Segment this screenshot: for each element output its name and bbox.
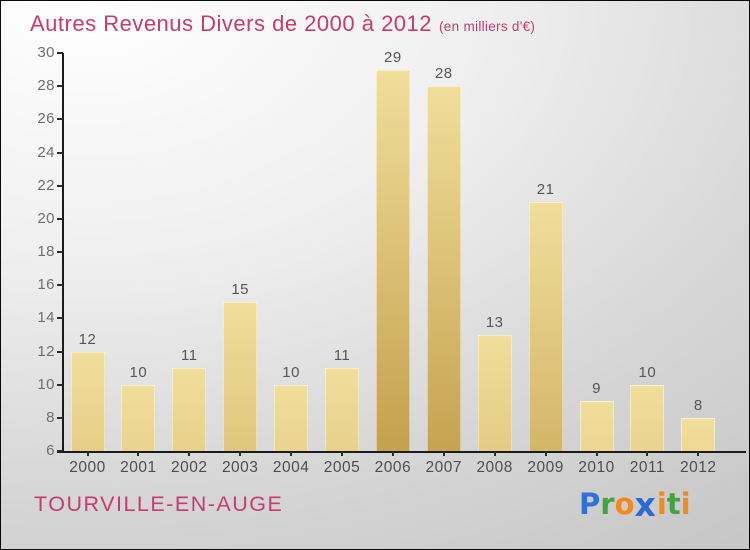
x-tick	[544, 451, 547, 456]
logo-letter-r-1: r	[600, 487, 615, 521]
y-tick	[57, 184, 63, 187]
x-tick-label-2009: 2009	[527, 459, 564, 476]
y-tick	[57, 284, 63, 287]
logo-letter-t-5: t	[666, 487, 681, 521]
y-tick-label: 8	[46, 408, 55, 426]
x-tick-label-2007: 2007	[425, 459, 463, 476]
x-axis	[57, 451, 746, 453]
y-tick	[57, 52, 63, 54]
logo-letter-i-4: i	[656, 487, 667, 521]
x-tick	[697, 451, 700, 456]
bar-2010	[579, 401, 614, 451]
bar-value-2011: 10	[638, 363, 657, 381]
y-tick-label: 14	[37, 309, 55, 327]
x-tick	[86, 451, 89, 456]
y-tick	[57, 450, 63, 452]
x-tick	[239, 451, 242, 456]
y-tick	[57, 118, 63, 121]
bar-2009	[528, 202, 563, 451]
y-axis	[62, 53, 64, 453]
y-tick-label: 26	[37, 110, 55, 128]
y-tick	[57, 383, 63, 386]
logo-letter-o-2: o	[614, 487, 635, 521]
bar-2000	[70, 351, 105, 451]
y-tick-label: 22	[37, 176, 55, 194]
bar-value-2006: 29	[384, 48, 402, 66]
x-tick	[341, 451, 343, 456]
x-tick	[493, 451, 496, 456]
y-tick	[57, 251, 63, 253]
x-tick-label-2002: 2002	[171, 459, 208, 476]
bar-value-2012: 8	[693, 396, 703, 414]
logo-letter-i-6: i	[680, 487, 691, 521]
bar-2001	[121, 384, 156, 451]
x-tick-label-2011: 2011	[629, 459, 666, 476]
commune-name: TOURVILLE-EN-AUGE	[34, 492, 284, 516]
logo-letter-x-3: x	[634, 485, 657, 524]
x-tick	[442, 451, 445, 456]
y-tick-label: 18	[37, 243, 55, 260]
y-tick	[57, 317, 63, 320]
y-tick-label: 16	[37, 276, 55, 294]
bar-value-2005: 11	[333, 347, 351, 365]
bar-value-2002: 11	[181, 347, 198, 365]
bar-value-2008: 13	[485, 313, 504, 331]
y-tick	[57, 151, 63, 154]
bar-value-2000: 12	[78, 330, 97, 348]
y-tick	[57, 350, 63, 353]
bar-2006	[375, 69, 410, 451]
y-tick	[57, 85, 63, 88]
bar-2008	[477, 334, 512, 451]
y-tick-label: 28	[37, 77, 55, 95]
bar-2003	[223, 301, 258, 451]
x-tick-label-2000: 2000	[69, 459, 106, 476]
bar-2011	[630, 384, 665, 451]
y-tick-label: 6	[46, 442, 55, 459]
y-tick-label: 12	[37, 342, 55, 360]
y-tick-label: 24	[37, 143, 55, 161]
bar-2005	[325, 368, 359, 451]
x-tick-label-2001: 2001	[120, 459, 157, 476]
logo-letter-P-0: P	[579, 487, 601, 521]
x-tick-label-2006: 2006	[374, 459, 412, 476]
bar-2007	[426, 86, 461, 451]
bar-2012	[681, 417, 716, 451]
y-tick-label: 10	[37, 375, 55, 393]
proxiti-logo[interactable]: Proxiti	[579, 487, 691, 521]
bar-value-2003: 15	[231, 280, 250, 298]
x-tick-label-2004: 2004	[272, 459, 310, 476]
x-tick	[137, 451, 140, 456]
x-tick-label-2003: 2003	[221, 459, 259, 476]
bar-2004	[274, 384, 309, 451]
bar-value-2009: 21	[536, 181, 555, 199]
y-tick-label: 20	[37, 209, 55, 227]
x-tick	[595, 451, 598, 456]
x-tick-label-2008: 2008	[476, 459, 513, 476]
bar-value-2007: 28	[434, 65, 453, 83]
bar-value-2001: 10	[129, 363, 148, 381]
y-tick-label: 30	[37, 44, 55, 61]
x-tick	[391, 451, 394, 456]
x-tick	[290, 451, 293, 456]
bar-value-2010: 9	[592, 380, 601, 398]
bar-value-2004: 10	[282, 363, 300, 381]
title-block: Autres Revenus Divers de 2000 à 2012 (en …	[30, 11, 535, 37]
x-tick-label-2010: 2010	[578, 459, 615, 476]
x-tick	[188, 451, 191, 456]
y-tick	[57, 416, 63, 419]
x-tick	[646, 451, 649, 456]
x-tick-label-2005: 2005	[323, 459, 361, 476]
chart-title: Autres Revenus Divers de 2000 à 2012	[30, 11, 433, 36]
chart-subtitle: (en milliers d'€)	[439, 19, 536, 34]
bar-2002	[172, 368, 207, 451]
x-tick-label-2012: 2012	[680, 459, 717, 476]
y-tick	[57, 217, 63, 220]
